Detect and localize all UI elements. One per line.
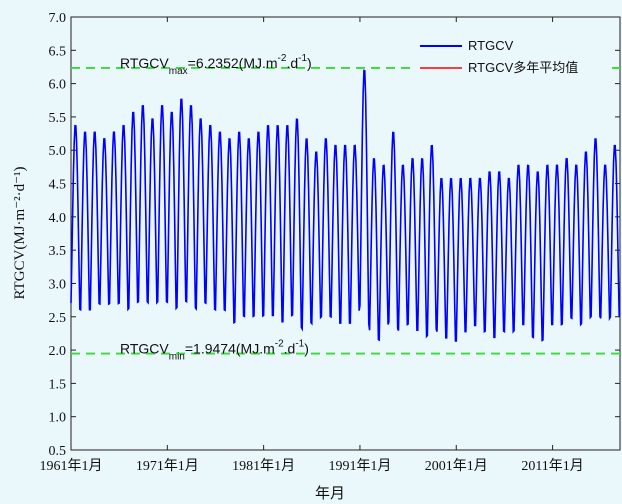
reference-label-max: RTGCVmax=6.2352(MJ.m-2.d-1) [120,53,312,77]
y-tick-label: 2.5 [49,311,67,326]
x-tick-label: 1981年1月 [232,458,295,474]
y-tick-label: 7.0 [49,11,67,26]
y-tick-label: 1.5 [49,377,67,392]
x-tick-label: 1961年1月 [40,458,103,474]
y-tick-label: 4.0 [49,211,67,226]
y-tick-label: 6.5 [49,44,67,59]
legend-label-rtgcv: RTGCV [468,38,514,53]
x-tick-label: 2001年1月 [425,458,488,474]
y-tick-label: 5.0 [49,144,67,159]
y-axis-title: RTGCV(MJ·m⁻²·d⁻¹) [12,166,28,299]
y-tick-label: 6.0 [49,78,67,93]
legend-box [416,27,612,81]
x-tick-label: 1971年1月 [136,458,199,474]
y-tick-label: 1.0 [49,411,67,426]
y-axis: 7.0 6.5 6.0 5.5 5.0 4.5 4.0 3.5 3.0 2.5 2.0 1.5 1.0 0… [49,11,620,459]
legend-label-mean: RTGCV多年平均值 [468,60,578,75]
reference-lines: RTGCVmax=6.2352(MJ.m-2.d-1) RTGCVmin=1.94… [71,53,620,363]
series-line-rtgcv [70,69,620,342]
y-tick-label: 2.0 [49,344,67,359]
reference-label-min: RTGCVmin=1.9474(MJ.m-2.d-1) [120,339,309,363]
legend: RTGCV RTGCV多年平均值 [416,27,612,81]
y-tick-label: 4.5 [49,178,67,193]
x-tick-label: 1991年1月 [328,458,391,474]
y-tick-label: 3.0 [49,277,67,292]
y-tick-label: 0.5 [49,444,67,459]
x-axis-title: 年月 [315,485,345,502]
y-tick-label: 3.5 [49,244,67,259]
y-tick-label: 5.5 [49,111,67,126]
x-axis: 1961年1月 1971年1月 1981年1月 1991年1月 2001年1月 2011年… [40,17,584,474]
plot-area [70,16,621,451]
x-tick-label: 2011年1月 [521,458,583,474]
